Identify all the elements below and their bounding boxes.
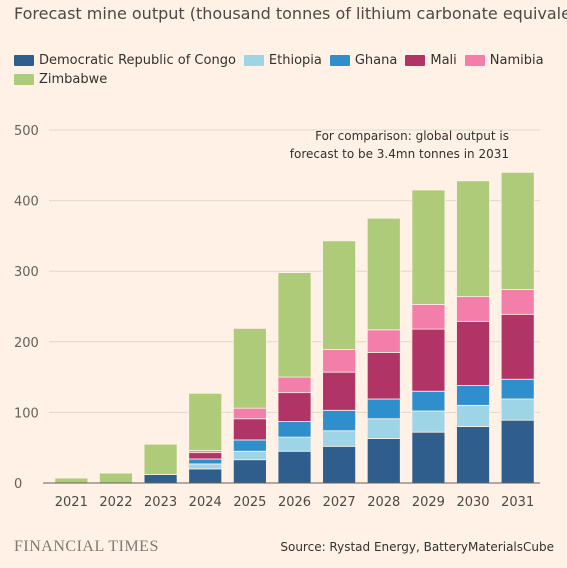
source-note: Source: Rystad Energy, BatteryMaterialsC… xyxy=(280,540,554,554)
legend-item-namibia: Namibia xyxy=(464,52,544,69)
bar-segment-namibia-2030 xyxy=(456,296,490,322)
legend-label: Zimbabwe xyxy=(39,72,108,87)
bar-segment-namibia-2031 xyxy=(500,289,535,315)
bar-segment-mali-2024 xyxy=(188,452,223,460)
bar-segment-democratic-republic-of-congo-2028 xyxy=(366,438,401,484)
bar-segment-zimbabwe-2031 xyxy=(500,171,535,290)
bar-segment-zimbabwe-2023 xyxy=(143,443,178,475)
legend-item-democratic-republic-of-congo: Democratic Republic of Congo xyxy=(14,52,236,69)
bar-segment-mali-2028 xyxy=(366,351,401,400)
bar-segment-namibia-2028 xyxy=(366,329,401,353)
bar-segment-ghana-2024 xyxy=(188,458,223,465)
bar-segment-namibia-2027 xyxy=(322,349,357,373)
bar-segment-ethiopia-2025 xyxy=(232,450,267,461)
bar-segment-zimbabwe-2027 xyxy=(322,240,357,350)
x-tick-label: 2029 xyxy=(412,495,445,510)
x-tick-label: 2021 xyxy=(55,495,88,510)
bar-segment-ethiopia-2031 xyxy=(500,398,535,421)
financial-times-logo: FINANCIAL TIMES xyxy=(14,538,159,555)
bar-segment-mali-2026 xyxy=(277,392,312,422)
x-tick-label: 2028 xyxy=(367,495,400,510)
bar-segment-ghana-2030 xyxy=(456,385,490,406)
chart-title: Forecast mine output (thousand tonnes of… xyxy=(14,4,567,23)
bar-segment-ghana-2031 xyxy=(500,378,535,400)
bar-segment-mali-2025 xyxy=(232,418,267,441)
y-tick-label: 500 xyxy=(14,124,39,139)
bar-segment-democratic-republic-of-congo-2024 xyxy=(188,468,223,484)
x-tick-label: 2023 xyxy=(144,495,177,510)
bar-segment-namibia-2026 xyxy=(277,376,312,394)
legend-swatch xyxy=(464,55,485,66)
chart-legend: Democratic Republic of Congo Ethiopia Ghan… xyxy=(14,52,559,88)
bar-segment-democratic-republic-of-congo-2029 xyxy=(411,431,446,484)
bar-segment-democratic-republic-of-congo-2025 xyxy=(232,459,267,484)
legend-item-zimbabwe: Zimbabwe xyxy=(14,71,107,88)
bar-segment-zimbabwe-2025 xyxy=(232,327,267,409)
bar-segment-mali-2031 xyxy=(500,313,535,380)
bar-segment-mali-2030 xyxy=(456,320,490,386)
bar-segment-ethiopia-2029 xyxy=(411,410,446,433)
x-tick-label: 2031 xyxy=(501,495,534,510)
bar-segment-ghana-2029 xyxy=(411,390,446,412)
legend-swatch xyxy=(14,55,34,66)
bar-segment-zimbabwe-2028 xyxy=(366,217,401,331)
x-tick-label: 2030 xyxy=(456,495,489,510)
bar-segment-ethiopia-2024 xyxy=(188,463,223,470)
annotation-line: forecast to be 3.4mn tonnes in 2031 xyxy=(290,147,509,161)
bar-segment-zimbabwe-2022 xyxy=(99,472,133,484)
bar-segment-namibia-2029 xyxy=(411,303,446,330)
bar-segment-ghana-2026 xyxy=(277,421,312,438)
bar-segment-ethiopia-2027 xyxy=(322,430,357,447)
bar-segment-namibia-2025 xyxy=(232,407,267,420)
x-tick-label: 2026 xyxy=(278,495,311,510)
bar-segment-zimbabwe-2026 xyxy=(277,272,312,378)
legend-label: Namibia xyxy=(489,53,544,68)
legend-swatch xyxy=(243,55,264,66)
y-tick-label: 300 xyxy=(14,265,39,280)
bar-segment-democratic-republic-of-congo-2026 xyxy=(277,450,312,484)
bar-segment-zimbabwe-2029 xyxy=(411,189,446,305)
legend-label: Democratic Republic of Congo xyxy=(39,53,236,68)
bar-segment-ethiopia-2028 xyxy=(366,418,401,439)
legend-item-mali: Mali xyxy=(405,52,457,69)
bar-segment-ethiopia-2026 xyxy=(277,436,312,452)
bar-segment-democratic-republic-of-congo-2023 xyxy=(143,474,178,484)
legend-label: Mali xyxy=(430,53,457,68)
bar-segment-zimbabwe-2030 xyxy=(456,180,490,298)
bar-segment-ghana-2027 xyxy=(322,409,357,432)
y-tick-label: 200 xyxy=(14,336,39,351)
bar-segment-ghana-2025 xyxy=(232,439,267,452)
bar-segment-democratic-republic-of-congo-2027 xyxy=(322,445,357,484)
bar-segment-zimbabwe-2021 xyxy=(54,477,89,484)
legend-item-ethiopia: Ethiopia xyxy=(243,52,322,69)
bar-segment-democratic-republic-of-congo-2031 xyxy=(500,419,535,484)
annotation-line: For comparison: global output is xyxy=(315,129,509,143)
bar-segment-democratic-republic-of-congo-2030 xyxy=(456,426,490,484)
x-tick-label: 2027 xyxy=(323,495,356,510)
bar-segment-ethiopia-2030 xyxy=(456,404,490,427)
legend-item-ghana: Ghana xyxy=(329,52,398,69)
bar-segment-zimbabwe-2024 xyxy=(188,392,223,451)
x-tick-label: 2024 xyxy=(189,495,222,510)
y-tick-label: 0 xyxy=(14,477,22,492)
bar-segment-ghana-2028 xyxy=(366,398,401,420)
y-tick-label: 100 xyxy=(14,406,39,421)
legend-swatch xyxy=(14,74,34,85)
legend-label: Ethiopia xyxy=(268,53,322,68)
y-tick-label: 400 xyxy=(14,195,39,210)
bar-segment-mali-2029 xyxy=(411,328,446,392)
x-tick-label: 2025 xyxy=(233,495,266,510)
bar-segment-mali-2027 xyxy=(322,371,357,411)
legend-swatch xyxy=(405,55,426,66)
x-tick-label: 2022 xyxy=(99,495,132,510)
legend-swatch xyxy=(329,55,350,66)
legend-label: Ghana xyxy=(354,53,398,68)
